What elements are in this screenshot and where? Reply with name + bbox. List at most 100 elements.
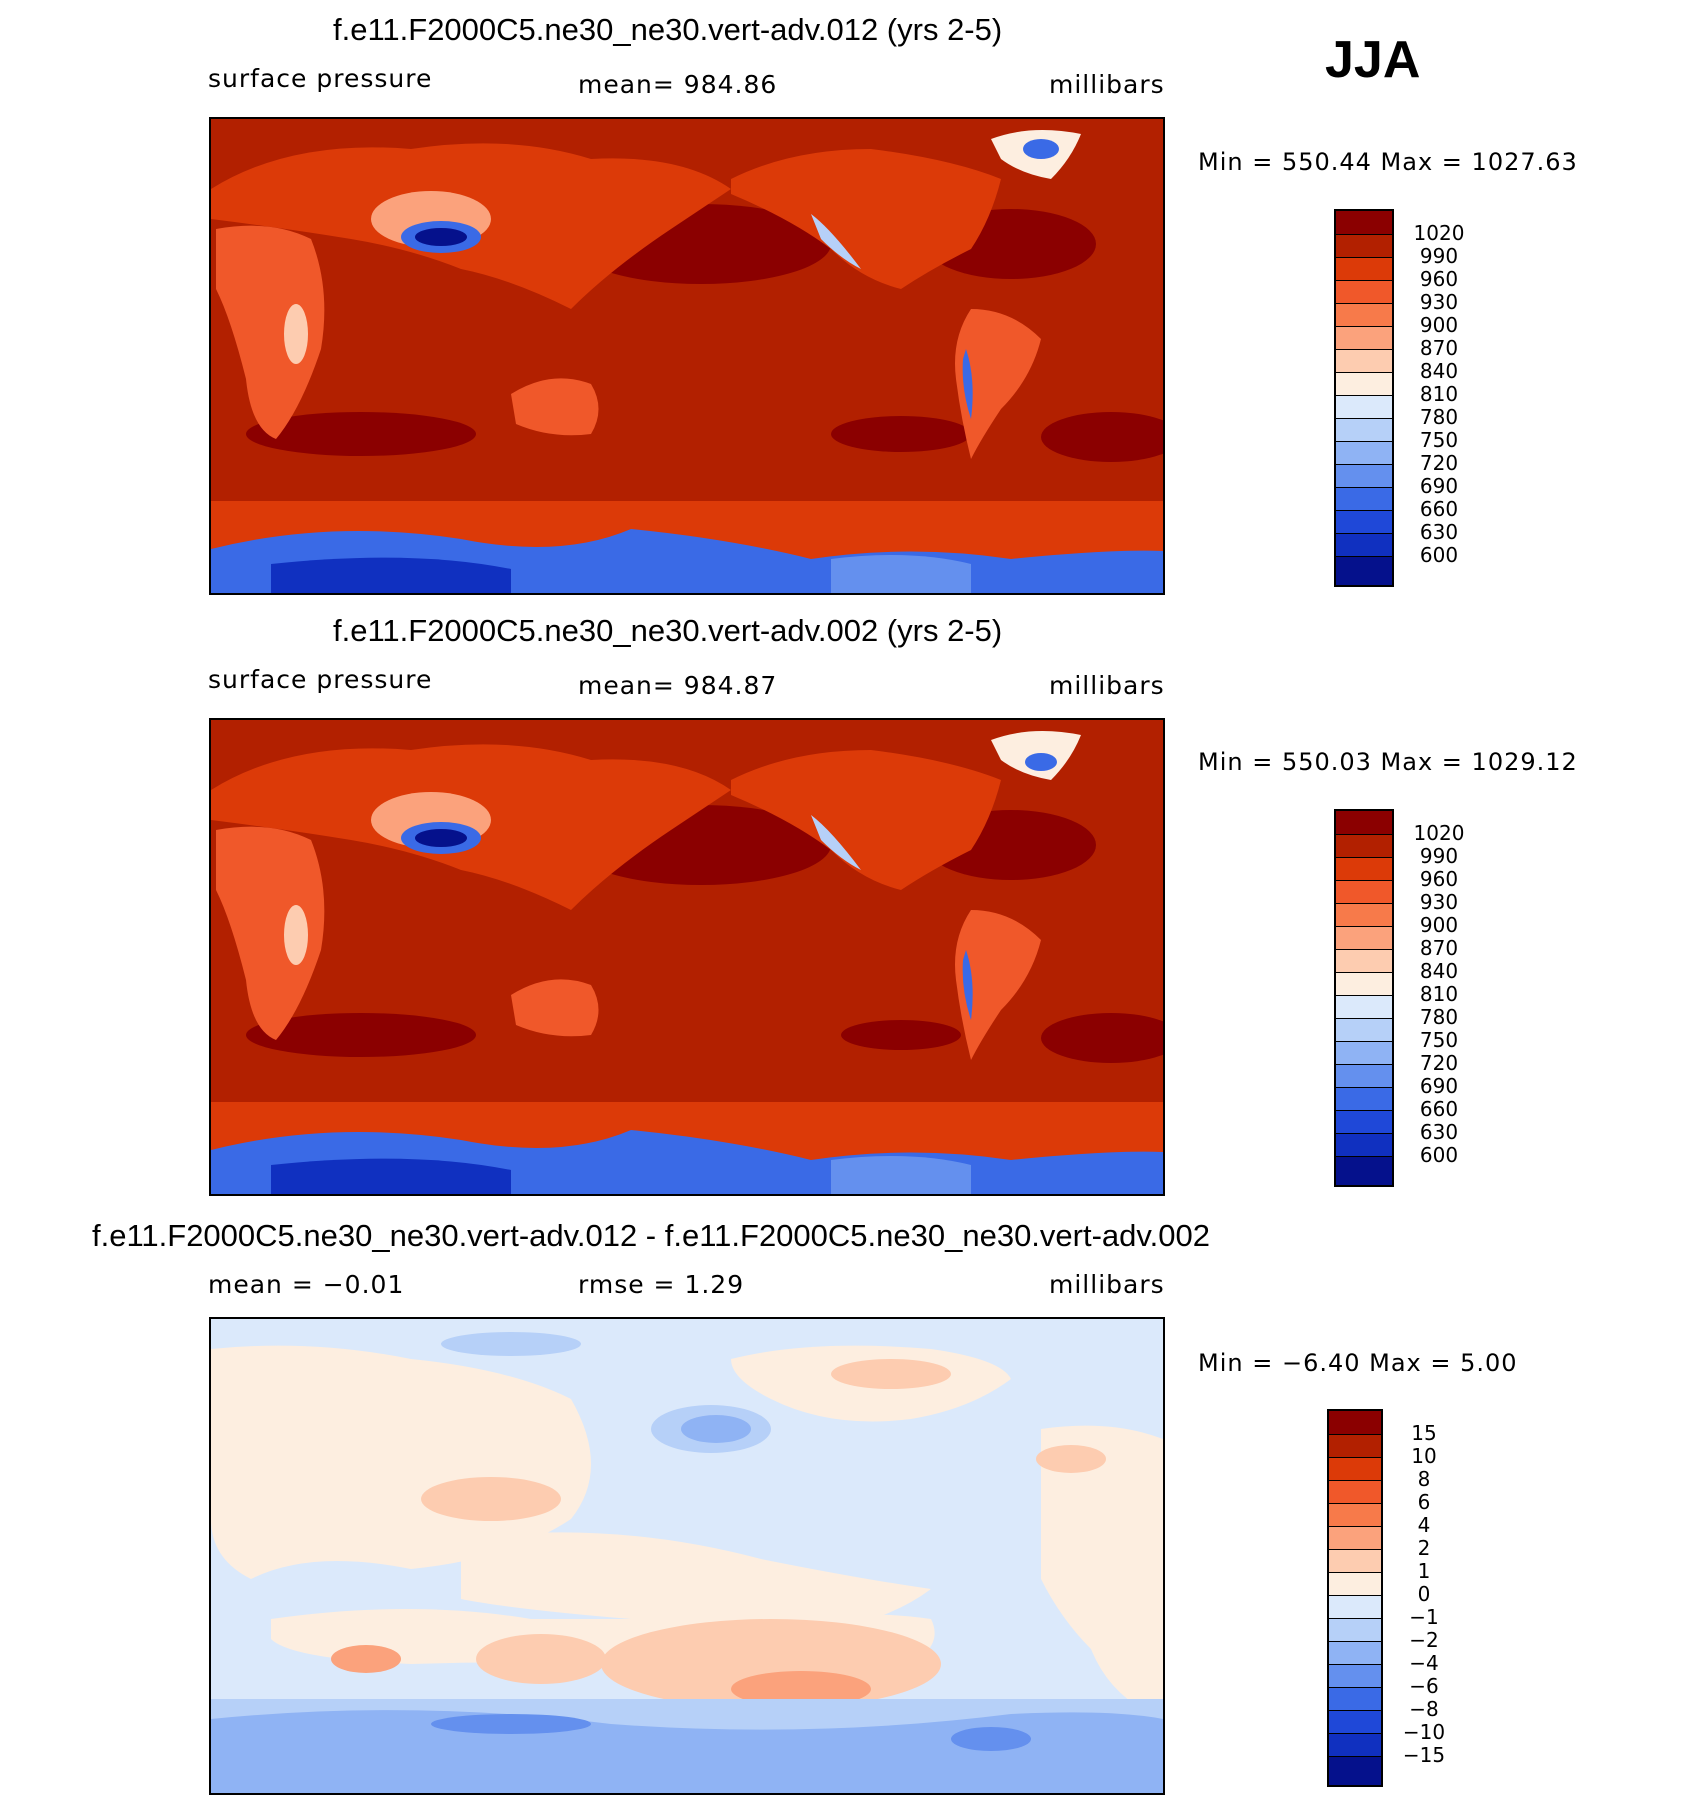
panel3-colorbar-label: 0 [1417,1582,1431,1606]
panel3-colorbar-label: 6 [1417,1490,1431,1514]
panel1-colorbar-label: 660 [1419,497,1459,521]
panel2-colorbar-swatch [1336,1110,1392,1134]
panel1-mean-label: mean= 984.86 [578,70,778,99]
panel1-colorbar-label: 870 [1419,336,1459,360]
panel2-colorbar-swatch [1336,1041,1392,1065]
panel1-colorbar-swatch [1336,280,1392,304]
panel2-variable-label: surface pressure [208,665,433,694]
panel3-colorbar [1327,1409,1383,1787]
panel1-colorbar-label: 810 [1419,382,1459,406]
panel3-colorbar-swatch [1329,1664,1381,1688]
panel2-map [209,718,1165,1196]
panel3-rmse-label: rmse = 1.29 [578,1270,745,1299]
panel3-colorbar-swatch [1329,1710,1381,1734]
panel3-arctic-max [831,1359,951,1389]
panel1-rockies [811,214,861,269]
panel1-colorbar-label: 990 [1419,244,1459,268]
panel3-south-pacific-peak [731,1671,871,1707]
panel2-colorbar-swatch [1336,811,1392,835]
panel1-minmax: Min = 550.44 Max = 1027.63 [1198,148,1578,176]
panel1-tibet-core [415,228,467,246]
panel2-colorbar-swatch [1336,1156,1392,1185]
panel2-colorbar-label: 990 [1419,844,1459,868]
panel2-colorbar-swatch [1336,995,1392,1019]
panel3-indo-pacific-positive [461,1532,931,1629]
panel1-south-america [955,309,1041,459]
panel3-colorbar-label: −6 [1409,1674,1439,1698]
panel3-colorbar-swatch [1329,1480,1381,1504]
panel1-colorbar-swatch [1336,533,1392,557]
panel3-antarctic-negative [211,1710,1163,1793]
panel3-colorbar-label: 10 [1411,1444,1437,1468]
panel3-colorbar-swatch [1329,1618,1381,1642]
panel2-map-svg [211,720,1163,1194]
panel1-colorbar-swatch [1336,510,1392,534]
panel1-map-svg [211,119,1163,593]
panel3-colorbar-swatch [1329,1503,1381,1527]
panel1-indian-ocean-high [246,412,476,456]
panel3-colorbar-label: −15 [1402,1743,1446,1767]
panel1-colorbar-swatch [1336,234,1392,258]
panel3-map [209,1317,1165,1795]
panel2-south-atlantic-high [1041,1013,1163,1063]
panel1-colorbar-swatch [1336,441,1392,465]
panel2-colorbar-label: 720 [1419,1051,1459,1075]
panel1-andes [962,349,973,419]
panel3-colorbar-swatch [1329,1641,1381,1665]
panel3-colorbar-swatch [1329,1572,1381,1596]
panel2-colorbar-swatch [1336,880,1392,904]
panel3-colorbar-swatch [1329,1457,1381,1481]
panel3-colorbar-label: 15 [1411,1421,1437,1445]
panel2-antarctica-high [271,1158,511,1194]
panel1-colorbar-label: 720 [1419,451,1459,475]
panel1-units-label: millibars [1049,70,1165,99]
panel1-colorbar-label: 690 [1419,474,1459,498]
panel1-colorbar-label: 900 [1419,313,1459,337]
panel2-antarctica-east [831,1156,971,1194]
panel2-colorbar-label: 690 [1419,1074,1459,1098]
panel1-colorbar-label: 630 [1419,520,1459,544]
panel3-north-atlantic-max [1036,1445,1106,1473]
panel1-colorbar-swatch [1336,487,1392,511]
panel2-colorbar-label: 600 [1419,1143,1459,1167]
panel2-greenland-core [1025,753,1057,771]
panel1-australia [511,378,599,436]
panel2-colorbar-label: 930 [1419,890,1459,914]
panel3-title: f.e11.F2000C5.ne30_ne30.vert-adv.012 - f… [92,1218,1210,1253]
panel2-colorbar-swatch [1336,1018,1392,1042]
panel2-minmax: Min = 550.03 Max = 1029.12 [1198,748,1578,776]
panel1-colorbar-swatch [1336,395,1392,419]
panel1-colorbar-swatch [1336,372,1392,396]
panel1-colorbar-label: 1020 [1413,221,1465,245]
panel2-mean-label: mean= 984.87 [578,671,778,700]
panel1-colorbar-swatch [1336,257,1392,281]
panel2-colorbar-label: 780 [1419,1005,1459,1029]
panel2-colorbar-label: 660 [1419,1097,1459,1121]
panel3-north-pacific-core [681,1415,751,1443]
panel3-southern-ocean-min [431,1714,591,1734]
panel1-colorbar-swatch [1336,211,1392,235]
panel2-tibet-core [415,829,467,847]
panel2-rockies [811,815,861,870]
panel3-colorbar-label: −2 [1409,1628,1439,1652]
panel2-colorbar-swatch [1336,1087,1392,1111]
panel2-colorbar-swatch [1336,857,1392,881]
panel3-colorbar-swatch [1329,1595,1381,1619]
panel1-map [209,117,1165,595]
panel1-antarctica-high [271,557,511,593]
panel2-colorbar-label: 810 [1419,982,1459,1006]
panel3-colorbar-label: −1 [1409,1605,1439,1629]
panel3-indian-ocean-peak [331,1645,401,1673]
panel2-colorbar-label: 870 [1419,936,1459,960]
panel3-asia-max [421,1477,561,1521]
panel2-colorbar-swatch [1336,834,1392,858]
panel3-units-label: millibars [1049,1270,1165,1299]
panel2-australia [511,979,599,1037]
panel3-colorbar-label: 2 [1417,1536,1431,1560]
panel1-colorbar-swatch [1336,464,1392,488]
panel2-east-africa [284,905,308,965]
panel1-africa [216,225,325,439]
panel1-colorbar-label: 930 [1419,290,1459,314]
panel2-north-america [731,750,1001,890]
season-label: JJA [1325,31,1421,89]
